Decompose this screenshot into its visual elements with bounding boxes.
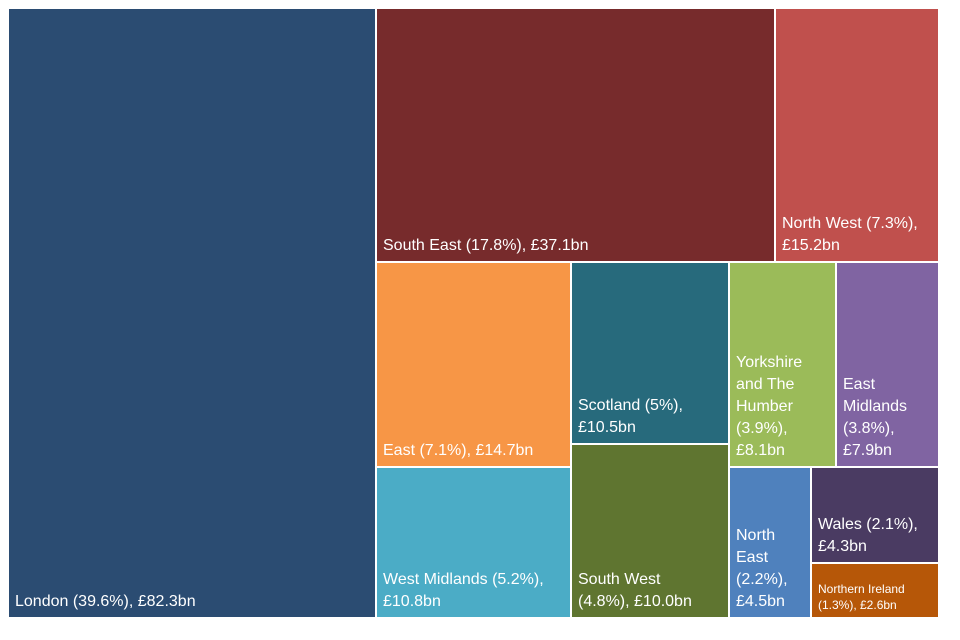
treemap-tile-north-west: North West (7.3%), £15.2bn xyxy=(775,8,939,262)
treemap-label-north-west: North West (7.3%), £15.2bn xyxy=(782,215,918,254)
treemap-label-scotland: Scotland (5%), £10.5bn xyxy=(578,397,683,436)
treemap-label-northern-ireland: Northern Ireland (1.3%), £2.6bn xyxy=(818,582,905,612)
treemap-tile-east: East (7.1%), £14.7bn xyxy=(376,262,571,467)
treemap-tile-london: London (39.6%), £82.3bn xyxy=(8,8,376,618)
treemap-tile-northern-ireland: Northern Ireland (1.3%), £2.6bn xyxy=(811,563,939,618)
treemap-tile-scotland: Scotland (5%), £10.5bn xyxy=(571,262,729,444)
treemap-tile-south-east: South East (17.8%), £37.1bn xyxy=(376,8,775,262)
treemap-tile-south-west: South West (4.8%), £10.0bn xyxy=(571,444,729,618)
treemap-tile-wales: Wales (2.1%), £4.3bn xyxy=(811,467,939,563)
treemap-label-london: London (39.6%), £82.3bn xyxy=(15,593,196,610)
treemap-tile-west-midlands: West Midlands (5.2%), £10.8bn xyxy=(376,467,571,618)
treemap-label-south-east: South East (17.8%), £37.1bn xyxy=(383,237,589,254)
treemap-label-east: East (7.1%), £14.7bn xyxy=(383,442,534,459)
treemap-tile-north-east: North East (2.2%), £4.5bn xyxy=(729,467,811,618)
treemap-label-wales: Wales (2.1%), £4.3bn xyxy=(818,516,918,555)
treemap-tile-yorkshire-and-the-humber: Yorkshire and The Humber (3.9%), £8.1bn xyxy=(729,262,836,467)
treemap-label-north-east: North East (2.2%), £4.5bn xyxy=(736,527,788,610)
treemap-label-west-midlands: West Midlands (5.2%), £10.8bn xyxy=(383,571,544,610)
treemap-tile-east-midlands: East Midlands (3.8%), £7.9bn xyxy=(836,262,939,467)
treemap-label-yorkshire-and-the-humber: Yorkshire and The Humber (3.9%), £8.1bn xyxy=(736,354,803,459)
treemap-label-east-midlands: East Midlands (3.8%), £7.9bn xyxy=(843,376,908,459)
treemap-label-south-west: South West (4.8%), £10.0bn xyxy=(578,571,692,610)
